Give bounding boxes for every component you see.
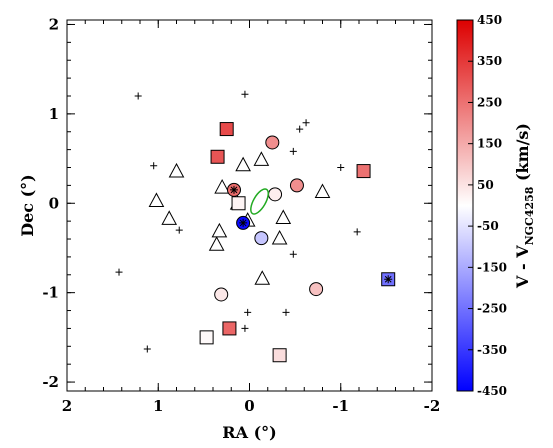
colorbar-label: V - VNGC4258 (km/s)	[513, 123, 536, 289]
plus-point	[244, 308, 252, 316]
triangle-point	[161, 210, 178, 225]
plus-point	[241, 324, 249, 332]
plus-point	[150, 162, 158, 170]
y-tick-label: -2	[42, 373, 59, 391]
x-tick-label: -2	[424, 397, 441, 415]
y-tick-label: 0	[49, 194, 59, 212]
x-tick-label: -1	[332, 397, 349, 415]
plus-point	[289, 250, 297, 258]
colorbar-tick-label: -150	[477, 260, 507, 274]
square-point	[199, 330, 214, 345]
triangle-point	[314, 183, 331, 199]
colorbar-tick-label: 450	[477, 13, 502, 27]
square-point	[219, 122, 234, 137]
plot-frame	[66, 19, 433, 392]
circle-point	[309, 282, 324, 297]
plus-point	[241, 90, 249, 98]
x-axis-label: RA (°)	[222, 423, 276, 442]
star-marker	[239, 218, 248, 227]
colorbar-tick-label: -250	[477, 302, 507, 316]
circle-point	[214, 287, 229, 302]
y-tick-label: 2	[49, 15, 59, 33]
square-point	[356, 164, 371, 179]
plus-point	[302, 119, 310, 127]
triangle-point	[235, 156, 251, 172]
y-tick-label: -1	[42, 284, 59, 302]
plus-point	[282, 308, 290, 316]
y-tick-label: 1	[49, 105, 59, 123]
circle-point	[289, 178, 304, 193]
plus-point	[296, 125, 304, 133]
triangle-point	[271, 229, 288, 245]
colorbar-label-unit: (km/s)	[513, 123, 532, 187]
colorbar-bar	[456, 19, 474, 392]
colorbar: 450 350 250 150 50 -50 -150 -250 -350 -450	[456, 13, 507, 398]
colorbar-tick-label: 250	[477, 95, 502, 109]
square-point	[231, 196, 246, 211]
triangle-point	[168, 162, 185, 178]
x-tick-label: 0	[244, 397, 254, 415]
plus-point	[175, 226, 183, 234]
plus-point	[289, 147, 297, 155]
x-tick-label: 1	[153, 397, 163, 415]
plus-point	[353, 228, 361, 236]
square-point	[272, 348, 287, 363]
triangle-point	[254, 270, 271, 285]
colorbar-tick-label: -50	[477, 219, 499, 233]
star-marker	[229, 185, 238, 194]
colorbar-tick-label: -350	[477, 343, 507, 357]
square-point	[222, 321, 237, 336]
galaxy-ellipse	[250, 188, 270, 215]
plus-point	[134, 92, 142, 100]
circle-point	[268, 187, 283, 202]
colorbar-tick-label: -450	[477, 384, 507, 398]
triangle-point	[211, 222, 228, 238]
colorbar-tick-label: 350	[477, 54, 502, 68]
colorbar-tick-label: 150	[477, 137, 502, 151]
colorbar-label-main: V - V	[513, 245, 532, 289]
triangle-point	[275, 209, 292, 224]
circle-point	[254, 231, 269, 246]
plus-point	[115, 268, 123, 276]
data-points	[115, 90, 396, 363]
colorbar-label-sub: NGC4258	[523, 186, 536, 245]
plus-point	[337, 164, 345, 172]
triangle-point	[214, 179, 230, 194]
colorbar-tick-label: 50	[477, 178, 494, 192]
star-marker	[384, 275, 393, 284]
triangle-point	[208, 236, 225, 251]
triangle-point	[148, 192, 165, 207]
triangle-point	[253, 151, 270, 166]
circle-point	[265, 135, 280, 150]
x-tick-label: 2	[62, 397, 72, 415]
square-point	[210, 149, 225, 164]
plus-point	[143, 345, 151, 353]
y-axis-label: Dec (°)	[18, 174, 37, 237]
